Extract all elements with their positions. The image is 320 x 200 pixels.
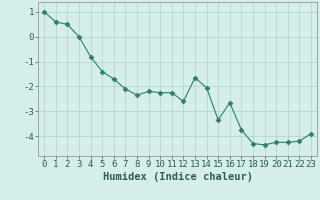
X-axis label: Humidex (Indice chaleur): Humidex (Indice chaleur) bbox=[103, 172, 252, 182]
